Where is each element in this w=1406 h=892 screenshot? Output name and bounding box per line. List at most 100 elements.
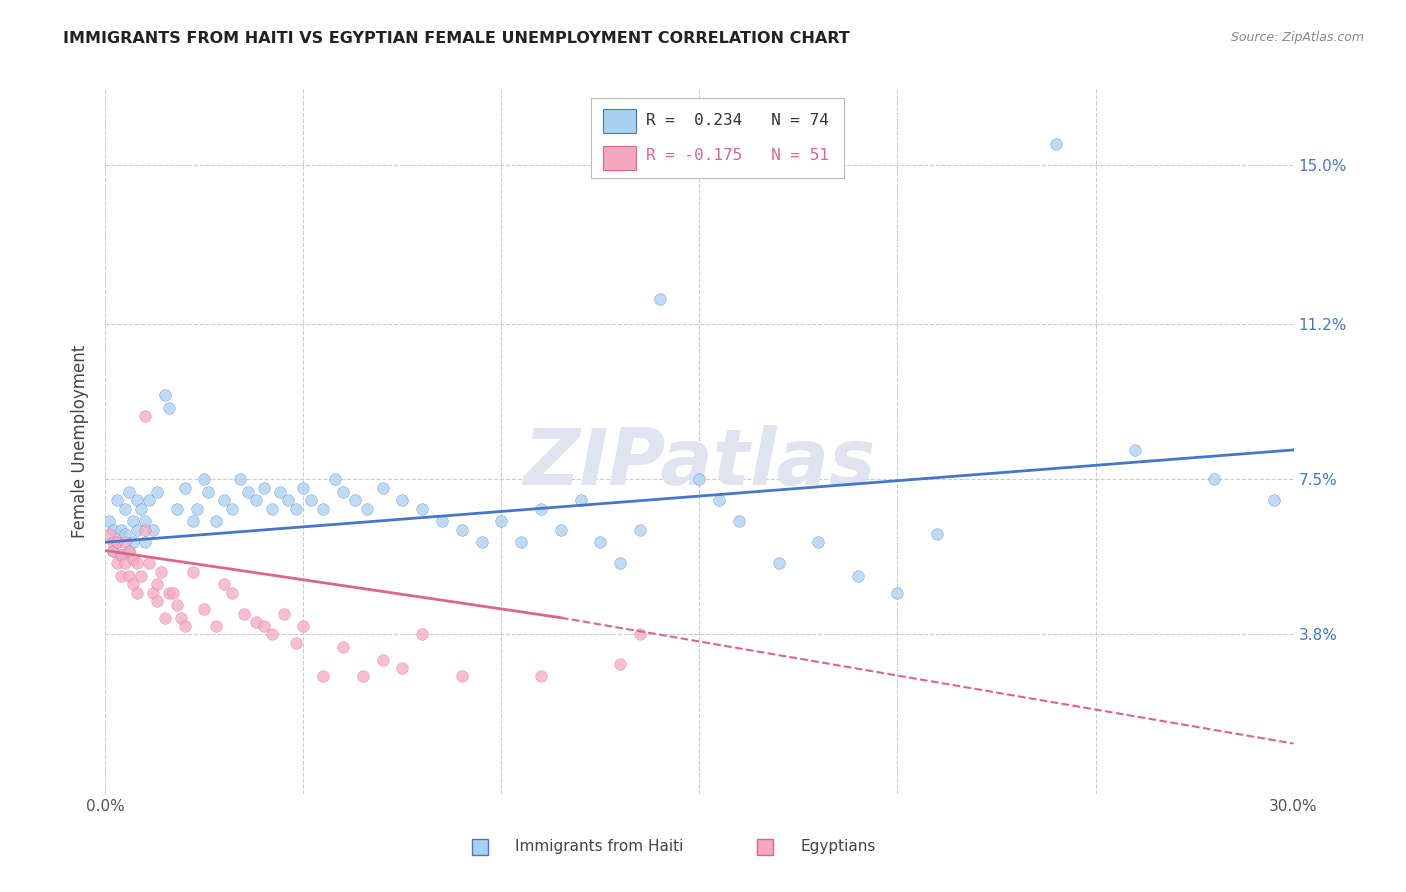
Text: Source: ZipAtlas.com: Source: ZipAtlas.com <box>1230 31 1364 45</box>
Point <box>491 514 513 528</box>
Point <box>118 568 141 582</box>
Point <box>292 619 315 633</box>
Point <box>127 493 149 508</box>
Text: ZIPatlas: ZIPatlas <box>523 425 876 500</box>
Point <box>689 472 711 486</box>
Point <box>193 472 215 486</box>
Point <box>114 535 136 549</box>
Point <box>273 607 295 621</box>
Point <box>332 484 354 499</box>
Point <box>114 526 136 541</box>
Point <box>371 481 394 495</box>
Point <box>105 535 128 549</box>
Point <box>245 493 267 508</box>
Point <box>197 484 219 499</box>
Point <box>628 627 651 641</box>
Point <box>925 526 948 541</box>
Point <box>146 594 169 608</box>
Point <box>114 501 136 516</box>
Point <box>530 669 553 683</box>
Point <box>138 493 160 508</box>
Point <box>103 543 125 558</box>
Point <box>253 619 276 633</box>
Text: R = -0.175   N = 51: R = -0.175 N = 51 <box>647 148 830 163</box>
Text: Immigrants from Haiti: Immigrants from Haiti <box>516 839 683 855</box>
Point <box>569 493 592 508</box>
Point <box>589 535 612 549</box>
Point <box>411 501 433 516</box>
Point <box>391 661 413 675</box>
Point <box>127 585 149 599</box>
Point <box>129 501 152 516</box>
Point <box>299 493 322 508</box>
Point <box>193 602 215 616</box>
Point <box>118 484 141 499</box>
Point <box>709 493 731 508</box>
Point <box>103 523 125 537</box>
Point <box>146 484 169 499</box>
Point <box>127 523 149 537</box>
Point <box>312 501 335 516</box>
Point <box>110 523 132 537</box>
FancyBboxPatch shape <box>603 109 636 133</box>
Point <box>214 493 236 508</box>
Point <box>430 514 453 528</box>
Point <box>142 585 165 599</box>
Point <box>352 669 374 683</box>
Point <box>609 657 631 671</box>
Point <box>181 514 204 528</box>
Point <box>221 585 243 599</box>
Point <box>118 543 141 558</box>
Point <box>233 607 256 621</box>
Point <box>253 481 276 495</box>
Point <box>284 636 307 650</box>
Point <box>323 472 346 486</box>
Point <box>181 565 204 579</box>
Point <box>846 568 869 582</box>
Point <box>221 501 243 516</box>
Point <box>214 577 236 591</box>
Point <box>284 501 307 516</box>
Point <box>127 556 149 570</box>
Point <box>332 640 354 654</box>
Point <box>1045 136 1067 151</box>
Point <box>450 523 472 537</box>
Point <box>1204 472 1226 486</box>
Point <box>450 669 472 683</box>
Point <box>411 627 433 641</box>
Point <box>134 514 156 528</box>
Point <box>205 619 228 633</box>
Point <box>166 598 188 612</box>
Point <box>391 493 413 508</box>
FancyBboxPatch shape <box>603 146 636 170</box>
Text: IMMIGRANTS FROM HAITI VS EGYPTIAN FEMALE UNEMPLOYMENT CORRELATION CHART: IMMIGRANTS FROM HAITI VS EGYPTIAN FEMALE… <box>63 31 851 46</box>
Point <box>260 627 283 641</box>
Point <box>1123 442 1146 457</box>
Point <box>146 577 169 591</box>
Point <box>122 514 145 528</box>
Point <box>269 484 291 499</box>
Point <box>510 535 533 549</box>
Point <box>628 523 651 537</box>
Point <box>149 565 172 579</box>
Point <box>550 523 572 537</box>
Point <box>471 535 494 549</box>
Y-axis label: Female Unemployment: Female Unemployment <box>72 345 90 538</box>
Point <box>648 292 671 306</box>
Point <box>205 514 228 528</box>
Text: Egyptians: Egyptians <box>800 839 876 855</box>
Point <box>260 501 283 516</box>
Point <box>245 615 267 629</box>
Point <box>122 535 145 549</box>
Point <box>530 501 553 516</box>
Point <box>236 484 259 499</box>
Point <box>142 523 165 537</box>
Point <box>129 568 152 582</box>
Point <box>118 543 141 558</box>
Point <box>166 501 188 516</box>
Point <box>229 472 252 486</box>
Point <box>134 409 156 424</box>
Point <box>609 556 631 570</box>
Point <box>277 493 299 508</box>
Point <box>134 535 156 549</box>
